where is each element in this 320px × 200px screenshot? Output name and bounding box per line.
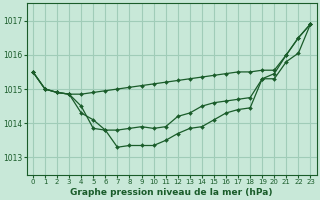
X-axis label: Graphe pression niveau de la mer (hPa): Graphe pression niveau de la mer (hPa) [70, 188, 273, 197]
